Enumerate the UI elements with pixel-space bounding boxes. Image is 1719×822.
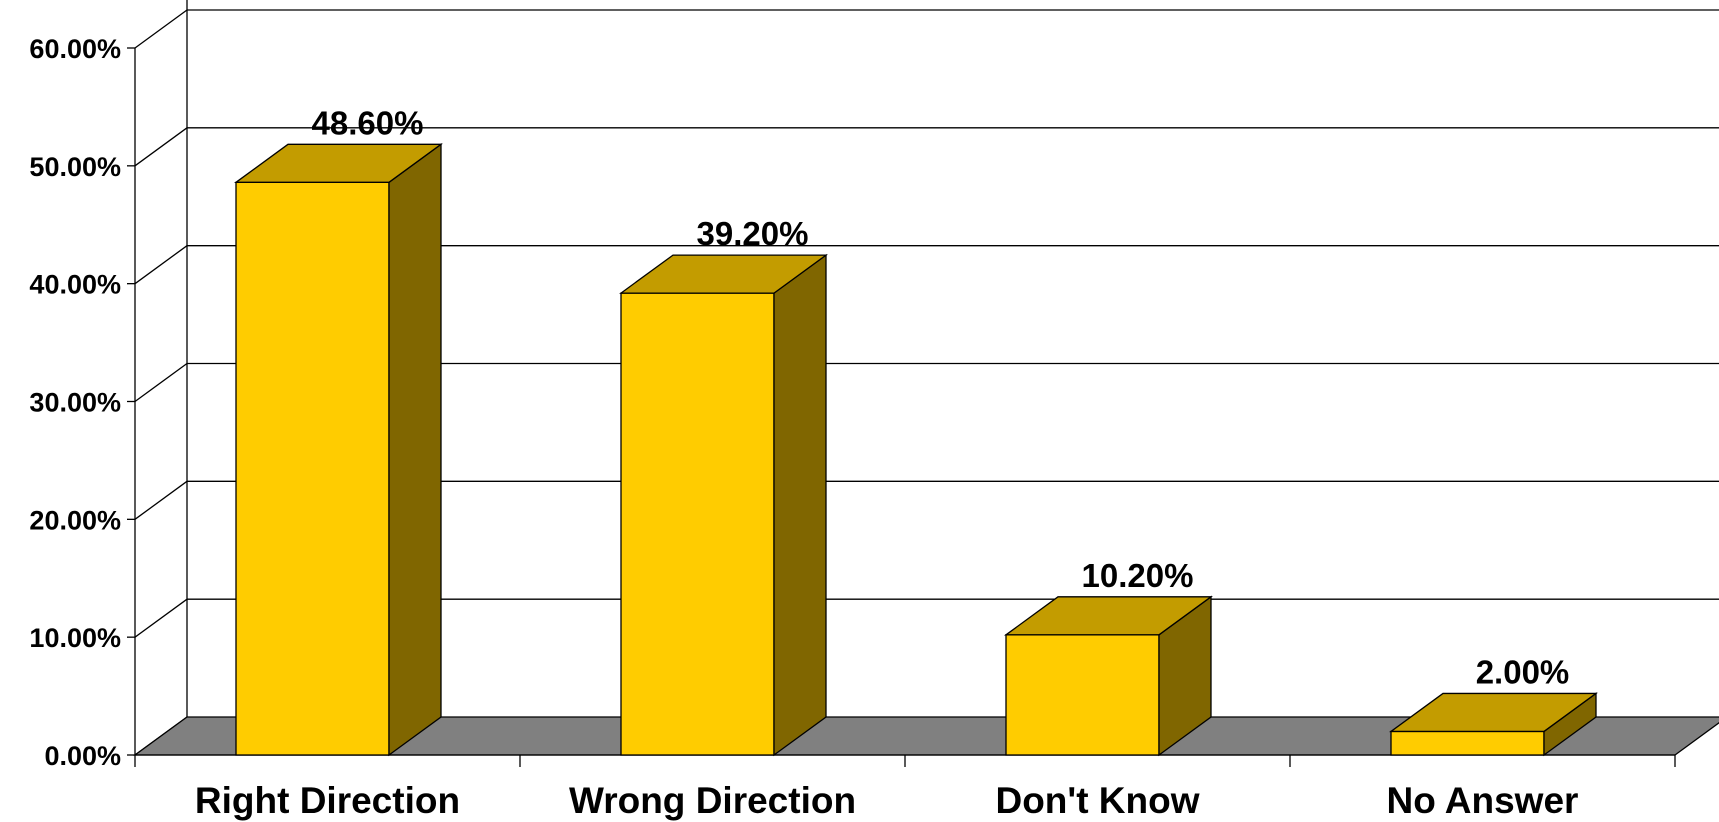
bar bbox=[619, 253, 828, 757]
bar-value-label: 10.20% bbox=[1082, 557, 1194, 594]
bar-front bbox=[1390, 730, 1545, 756]
bar-side bbox=[388, 143, 442, 757]
bar-front bbox=[620, 292, 775, 756]
bar-top bbox=[619, 254, 828, 294]
bar bbox=[1389, 692, 1598, 757]
bars-layer bbox=[234, 143, 1598, 757]
y-tick-label: 50.00% bbox=[29, 152, 121, 182]
side-gridline bbox=[134, 9, 188, 49]
x-category-label: Right Direction bbox=[195, 780, 460, 821]
x-category-label: Wrong Direction bbox=[569, 780, 856, 821]
y-tick-label: 30.00% bbox=[29, 388, 121, 418]
x-category-label: Don't Know bbox=[995, 780, 1199, 821]
bar-top bbox=[1389, 692, 1598, 733]
bar-value-label: 2.00% bbox=[1476, 653, 1570, 690]
bar bbox=[1004, 595, 1213, 757]
bar bbox=[234, 143, 443, 757]
bar-value-label: 48.60% bbox=[312, 104, 424, 141]
bar-top bbox=[1004, 596, 1213, 636]
side-gridline bbox=[134, 598, 188, 638]
bar-value-label: 39.20% bbox=[697, 215, 809, 252]
grid-layer bbox=[134, 0, 1719, 756]
y-tick-label: 40.00% bbox=[29, 270, 121, 300]
labels-layer: 0.00% 10.00% 20.00% 30.00% 40.00% 50.00% 60.00… bbox=[29, 34, 1578, 821]
side-gridline bbox=[134, 362, 188, 403]
x-category-label: No Answer bbox=[1387, 780, 1579, 821]
y-tick-label: 10.00% bbox=[29, 623, 121, 653]
bar-top bbox=[234, 143, 443, 183]
side-gridline bbox=[134, 480, 188, 520]
side-gridline bbox=[134, 245, 188, 285]
bar-side bbox=[773, 253, 827, 757]
bar-front bbox=[1005, 634, 1160, 756]
side-gridline bbox=[134, 127, 188, 167]
bar-front bbox=[235, 181, 390, 756]
y-tick-label: 60.00% bbox=[29, 34, 121, 64]
y-tick-label: 0.00% bbox=[44, 741, 121, 771]
y-tick-label: 20.00% bbox=[29, 505, 121, 535]
